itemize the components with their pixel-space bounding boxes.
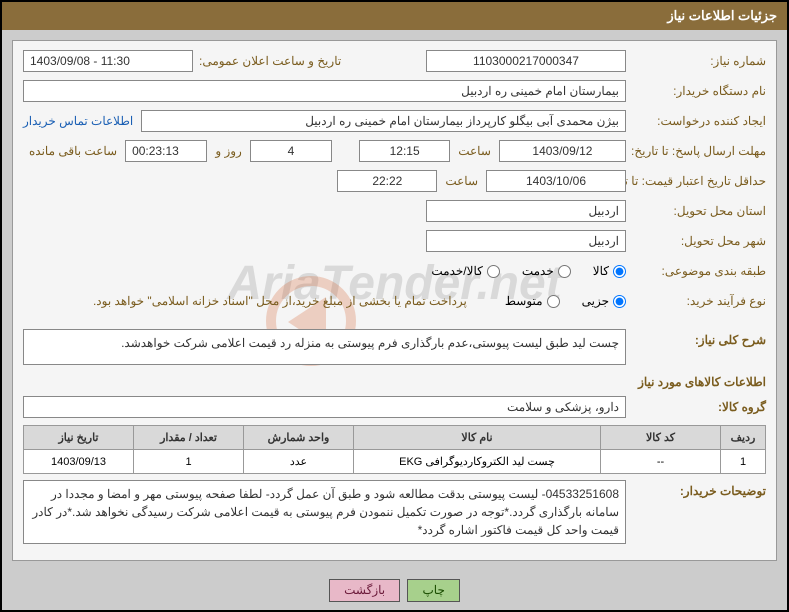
req-number-label: شماره نیاز: bbox=[626, 54, 766, 68]
th-req-date: تاریخ نیاز bbox=[24, 426, 134, 450]
deadline-hour-field: 12:15 bbox=[359, 140, 450, 162]
goods-group-label: گروه کالا: bbox=[626, 400, 766, 414]
deadline-date-field: 1403/09/12 bbox=[499, 140, 626, 162]
purchase-type-label: نوع فرآیند خرید: bbox=[626, 294, 766, 308]
req-number-field: 1103000217000347 bbox=[426, 50, 626, 72]
print-button[interactable]: چاپ bbox=[407, 579, 459, 602]
cell-row: 1 bbox=[721, 450, 766, 474]
radio-jozi-label: جزیی bbox=[582, 294, 609, 308]
hour-label-2: ساعت bbox=[437, 174, 486, 188]
announce-datetime-field: 1403/09/08 - 11:30 bbox=[23, 50, 193, 72]
buyer-notes-label: توضیحات خریدار: bbox=[626, 480, 766, 498]
th-row: ردیف bbox=[721, 426, 766, 450]
general-desc-field: چست لید طبق لیست پیوستی،عدم بارگذاری فرم… bbox=[23, 329, 626, 365]
cell-req-date: 1403/09/13 bbox=[24, 450, 134, 474]
radio-khedmat[interactable] bbox=[558, 265, 571, 278]
purchase-note: پرداخت تمام یا بخشی از مبلغ خرید،از محل … bbox=[87, 294, 467, 308]
form-panel: AriaTender.net شماره نیاز: 1103000217000… bbox=[12, 40, 777, 561]
remaining-hours-label: ساعت باقی مانده bbox=[23, 144, 125, 158]
buyer-notes-field: 04533251608- لیست پیوستی بدقت مطالعه شود… bbox=[23, 480, 626, 544]
remaining-time-field: 00:23:13 bbox=[125, 140, 207, 162]
title-bar: جزئیات اطلاعات نیاز bbox=[2, 2, 787, 30]
th-name: نام کالا bbox=[354, 426, 601, 450]
th-unit: واحد شمارش bbox=[244, 426, 354, 450]
validity-label: حداقل تاریخ اعتبار قیمت: تا تاریخ: bbox=[626, 174, 766, 188]
general-desc-label: شرح کلی نیاز: bbox=[626, 329, 766, 347]
day-and-label: روز و bbox=[207, 144, 250, 158]
cell-qty: 1 bbox=[134, 450, 244, 474]
content-wrapper: AriaTender.net شماره نیاز: 1103000217000… bbox=[2, 30, 787, 571]
announce-label: تاریخ و ساعت اعلان عمومی: bbox=[193, 54, 341, 68]
radio-kala-khedmat-label: کالا/خدمت bbox=[431, 264, 482, 278]
radio-jozi[interactable] bbox=[613, 295, 626, 308]
province-label: استان محل تحویل: bbox=[626, 204, 766, 218]
hour-label-1: ساعت bbox=[450, 144, 499, 158]
radio-khedmat-label: خدمت bbox=[522, 264, 554, 278]
purchase-type-radio-group: جزیی متوسط bbox=[487, 294, 626, 308]
buyer-org-label: نام دستگاه خریدار: bbox=[626, 84, 766, 98]
cell-code: -- bbox=[601, 450, 721, 474]
button-bar: چاپ بازگشت bbox=[2, 571, 787, 610]
th-code: کد کالا bbox=[601, 426, 721, 450]
category-label: طبقه بندی موضوعی: bbox=[626, 264, 766, 278]
validity-hour-field: 22:22 bbox=[337, 170, 437, 192]
province-field: اردبیل bbox=[426, 200, 626, 222]
category-radio-group: کالا خدمت کالا/خدمت bbox=[413, 264, 626, 278]
buyer-contact-link[interactable]: اطلاعات تماس خریدار bbox=[23, 114, 133, 128]
cell-name: چست لید الکتروکاردیوگرافی EKG bbox=[354, 450, 601, 474]
cell-unit: عدد bbox=[244, 450, 354, 474]
buyer-org-field: بیمارستان امام خمینی ره اردبیل bbox=[23, 80, 626, 102]
request-creator-label: ایجاد کننده درخواست: bbox=[626, 114, 766, 128]
city-field: اردبیل bbox=[426, 230, 626, 252]
back-button[interactable]: بازگشت bbox=[329, 579, 400, 602]
goods-group-field: دارو، پزشکی و سلامت bbox=[23, 396, 626, 418]
radio-kala[interactable] bbox=[613, 265, 626, 278]
validity-date-field: 1403/10/06 bbox=[486, 170, 626, 192]
city-label: شهر محل تحویل: bbox=[626, 234, 766, 248]
radio-motevaset[interactable] bbox=[547, 295, 560, 308]
goods-info-title: اطلاعات کالاهای مورد نیاز bbox=[23, 375, 766, 389]
request-creator-field: بیژن محمدی آبی بیگلو کارپرداز بیمارستان … bbox=[141, 110, 626, 132]
page-title: جزئیات اطلاعات نیاز bbox=[667, 8, 777, 23]
deadline-label: مهلت ارسال پاسخ: تا تاریخ: bbox=[626, 144, 766, 158]
remaining-days-field: 4 bbox=[250, 140, 332, 162]
table-row: 1 -- چست لید الکتروکاردیوگرافی EKG عدد 1… bbox=[24, 450, 766, 474]
radio-kala-label: کالا bbox=[593, 264, 609, 278]
th-qty: تعداد / مقدار bbox=[134, 426, 244, 450]
radio-kala-khedmat[interactable] bbox=[487, 265, 500, 278]
goods-table: ردیف کد کالا نام کالا واحد شمارش تعداد /… bbox=[23, 425, 766, 474]
radio-motevaset-label: متوسط bbox=[505, 294, 543, 308]
